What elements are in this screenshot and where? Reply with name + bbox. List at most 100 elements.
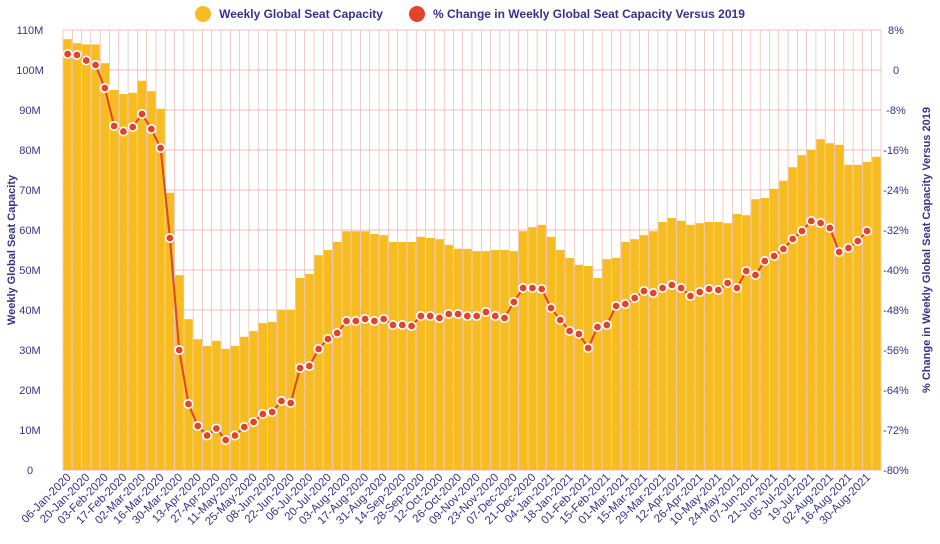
percent-change-point xyxy=(295,362,306,373)
percent-change-point xyxy=(741,265,752,276)
percent-change-point xyxy=(81,55,92,66)
bar xyxy=(184,319,193,470)
legend-label-bars: Weekly Global Seat Capacity xyxy=(219,7,383,21)
legend-item-seat-capacity[interactable]: Weekly Global Seat Capacity xyxy=(195,6,383,22)
percent-change-point xyxy=(453,308,464,319)
percent-change-point xyxy=(239,421,250,432)
bar xyxy=(825,143,835,470)
percent-change-point xyxy=(127,122,138,133)
bar xyxy=(277,310,286,470)
bar xyxy=(342,231,351,470)
bar xyxy=(742,215,751,470)
bar xyxy=(212,340,221,470)
bar xyxy=(491,250,500,470)
percent-change-point xyxy=(304,360,315,371)
bar xyxy=(267,322,277,470)
percent-change-point xyxy=(685,290,696,301)
y-right-tick-label: -72% xyxy=(883,425,909,437)
percent-change-point xyxy=(276,395,287,406)
y-right-tick-label: -64% xyxy=(883,385,909,397)
bar xyxy=(797,155,807,470)
bar xyxy=(723,223,732,470)
bar xyxy=(323,250,333,470)
percent-change-point xyxy=(592,321,603,332)
percent-change-point xyxy=(620,298,631,309)
percent-change-point xyxy=(611,300,622,311)
percent-change-point xyxy=(90,59,101,70)
bar xyxy=(351,231,360,470)
percent-change-point xyxy=(257,408,268,419)
percent-change-point xyxy=(815,218,826,229)
percent-change-point xyxy=(109,121,120,132)
bar xyxy=(286,310,295,470)
bar xyxy=(574,264,584,470)
bar xyxy=(751,199,760,470)
percent-change-point xyxy=(843,243,854,254)
percent-change-point xyxy=(332,327,343,338)
percent-change-point xyxy=(118,126,129,137)
bar xyxy=(834,144,844,471)
percent-change-point xyxy=(183,398,194,409)
percent-change-point xyxy=(480,306,491,317)
bar xyxy=(463,248,472,470)
percent-change-point xyxy=(425,310,436,321)
bar xyxy=(649,231,658,470)
y-right-tick-label: -48% xyxy=(883,305,909,317)
bar xyxy=(165,192,175,471)
bar xyxy=(704,222,714,470)
percent-change-point xyxy=(601,319,612,330)
percent-change-point xyxy=(796,226,807,237)
y-right-tick-label: -8% xyxy=(886,105,906,117)
bar xyxy=(119,94,128,470)
percent-change-point xyxy=(824,223,835,234)
percent-change-point xyxy=(666,279,677,290)
bar xyxy=(425,238,435,470)
bar xyxy=(175,275,184,470)
bar xyxy=(853,164,862,471)
bar xyxy=(630,239,639,470)
percent-change-point xyxy=(536,283,547,294)
bar xyxy=(528,227,537,470)
percent-change-point xyxy=(202,430,213,441)
percent-change-point xyxy=(360,313,371,324)
percent-change-point xyxy=(322,333,333,344)
bar xyxy=(518,231,528,470)
percent-change-point xyxy=(555,314,566,325)
percent-change-point xyxy=(694,286,705,297)
percent-change-point xyxy=(518,282,529,293)
y-left-tick-label: 110M xyxy=(17,25,44,37)
bar xyxy=(667,218,677,470)
bar xyxy=(137,80,147,471)
percent-change-point xyxy=(862,226,873,237)
percent-change-point xyxy=(564,325,575,336)
legend-swatch-bars xyxy=(195,6,212,22)
percent-change-point xyxy=(155,143,166,154)
y-right-tick-label: -16% xyxy=(883,145,909,157)
percent-change-point xyxy=(62,48,73,59)
legend-item-percent-change[interactable]: % Change in Weekly Global Seat Capacity … xyxy=(408,6,745,22)
percent-change-point xyxy=(369,315,380,326)
percent-change-point xyxy=(415,310,426,321)
y-right-tick-label: -24% xyxy=(883,185,909,197)
bar xyxy=(565,258,574,470)
percent-change-point xyxy=(769,251,780,262)
bar xyxy=(509,251,519,470)
percent-change-point xyxy=(248,416,259,427)
bar xyxy=(333,242,342,470)
percent-change-point xyxy=(99,83,110,94)
bar xyxy=(388,242,398,470)
y-right-tick-label: -40% xyxy=(883,265,909,277)
bar xyxy=(862,162,872,470)
percent-change-point xyxy=(508,296,519,307)
percent-change-point xyxy=(397,319,408,330)
percent-change-point xyxy=(629,292,640,303)
bar xyxy=(249,331,258,470)
bar xyxy=(546,236,556,470)
y-right-tick-label: 8% xyxy=(888,25,904,37)
percent-change-point xyxy=(648,287,659,298)
percent-change-point xyxy=(146,124,157,135)
percent-change-point xyxy=(778,244,789,255)
bar xyxy=(621,242,630,470)
bar xyxy=(221,348,230,470)
y-left-tick-label: 30M xyxy=(19,345,40,357)
